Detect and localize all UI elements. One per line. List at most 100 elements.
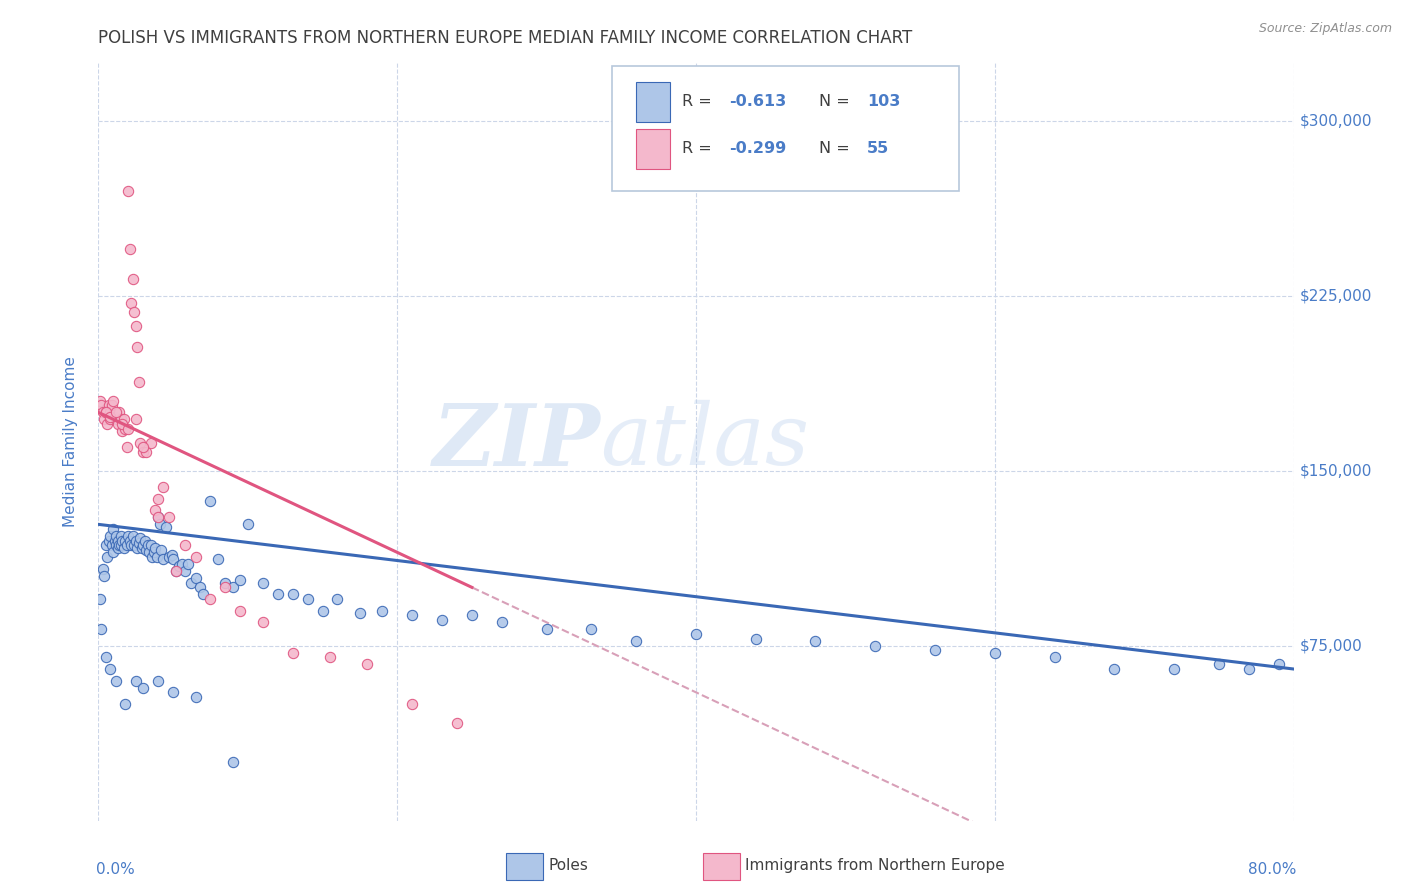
Point	[94, 650, 117, 665]
Point	[104, 533, 127, 548]
Point	[96, 417, 118, 431]
Point	[97, 398, 120, 412]
Point	[180, 575, 202, 590]
Text: R =: R =	[682, 95, 717, 110]
Point	[132, 538, 155, 552]
Point	[297, 592, 319, 607]
Point	[90, 623, 112, 637]
Point	[281, 587, 304, 601]
Point	[97, 533, 120, 548]
Point	[91, 405, 114, 419]
Point	[143, 503, 166, 517]
Point	[120, 538, 142, 552]
Point	[111, 533, 134, 548]
Point	[129, 435, 152, 450]
Text: 80.0%: 80.0%	[1247, 863, 1296, 878]
Point	[222, 756, 245, 770]
Point	[103, 393, 125, 408]
Point	[371, 604, 394, 618]
Point	[162, 685, 184, 699]
Point	[1163, 662, 1185, 676]
Point	[103, 545, 125, 559]
Point	[96, 549, 118, 564]
Point	[98, 662, 122, 676]
Point	[132, 445, 155, 459]
Point	[1208, 657, 1230, 672]
Point	[148, 510, 170, 524]
Point	[135, 543, 157, 558]
Point	[118, 242, 141, 256]
Point	[1237, 662, 1260, 676]
Point	[114, 533, 136, 548]
Point	[139, 538, 162, 552]
Point	[115, 538, 138, 552]
Text: $150,000: $150,000	[1299, 463, 1372, 478]
Point	[125, 412, 148, 426]
Text: N =: N =	[820, 95, 855, 110]
Point	[117, 422, 139, 436]
Point	[131, 541, 153, 555]
Point	[128, 536, 150, 550]
Point	[125, 319, 148, 334]
Point	[165, 564, 187, 578]
Point	[90, 398, 112, 412]
Point	[118, 533, 141, 548]
Point	[111, 417, 134, 431]
Point	[110, 529, 132, 543]
Point	[184, 571, 207, 585]
Point	[150, 543, 173, 558]
Point	[160, 548, 183, 562]
Point	[107, 541, 129, 555]
Point	[141, 549, 163, 564]
Text: POLISH VS IMMIGRANTS FROM NORTHERN EUROPE MEDIAN FAMILY INCOME CORRELATION CHART: POLISH VS IMMIGRANTS FROM NORTHERN EUROP…	[98, 29, 912, 47]
Point	[172, 557, 194, 571]
Point	[112, 412, 135, 426]
Point	[132, 681, 155, 695]
Text: Source: ZipAtlas.com: Source: ZipAtlas.com	[1258, 22, 1392, 36]
Point	[311, 604, 333, 618]
Point	[132, 441, 155, 455]
Point	[103, 522, 125, 536]
Point	[267, 587, 290, 601]
Point	[138, 545, 160, 559]
Point	[1043, 650, 1066, 665]
Point	[252, 615, 274, 630]
Point	[104, 410, 127, 425]
Point	[581, 623, 603, 637]
Point	[110, 538, 132, 552]
Point	[326, 592, 349, 607]
Point	[94, 405, 117, 419]
Text: $75,000: $75,000	[1299, 638, 1362, 653]
Text: $300,000: $300,000	[1299, 113, 1372, 128]
Point	[157, 549, 180, 564]
Point	[128, 375, 150, 389]
Point	[115, 441, 138, 455]
Point	[222, 580, 245, 594]
Text: Immigrants from Northern Europe: Immigrants from Northern Europe	[745, 858, 1005, 872]
Point	[136, 538, 159, 552]
Point	[98, 410, 122, 425]
Point	[114, 697, 136, 711]
Point	[135, 445, 157, 459]
Point	[461, 608, 484, 623]
Point	[865, 639, 887, 653]
Point	[120, 295, 142, 310]
Text: -0.613: -0.613	[730, 95, 787, 110]
Point	[101, 538, 124, 552]
Bar	[637, 82, 669, 121]
Point	[125, 533, 148, 548]
Point	[236, 517, 259, 532]
Point	[94, 538, 117, 552]
Point	[536, 623, 558, 637]
Point	[98, 412, 122, 426]
Point	[125, 673, 148, 688]
Point	[121, 272, 143, 286]
Point	[281, 646, 304, 660]
Point	[491, 615, 513, 630]
Point	[117, 184, 139, 198]
Point	[200, 592, 222, 607]
Point	[356, 657, 378, 672]
Point	[105, 412, 128, 426]
FancyBboxPatch shape	[613, 66, 959, 191]
Point	[349, 606, 371, 620]
